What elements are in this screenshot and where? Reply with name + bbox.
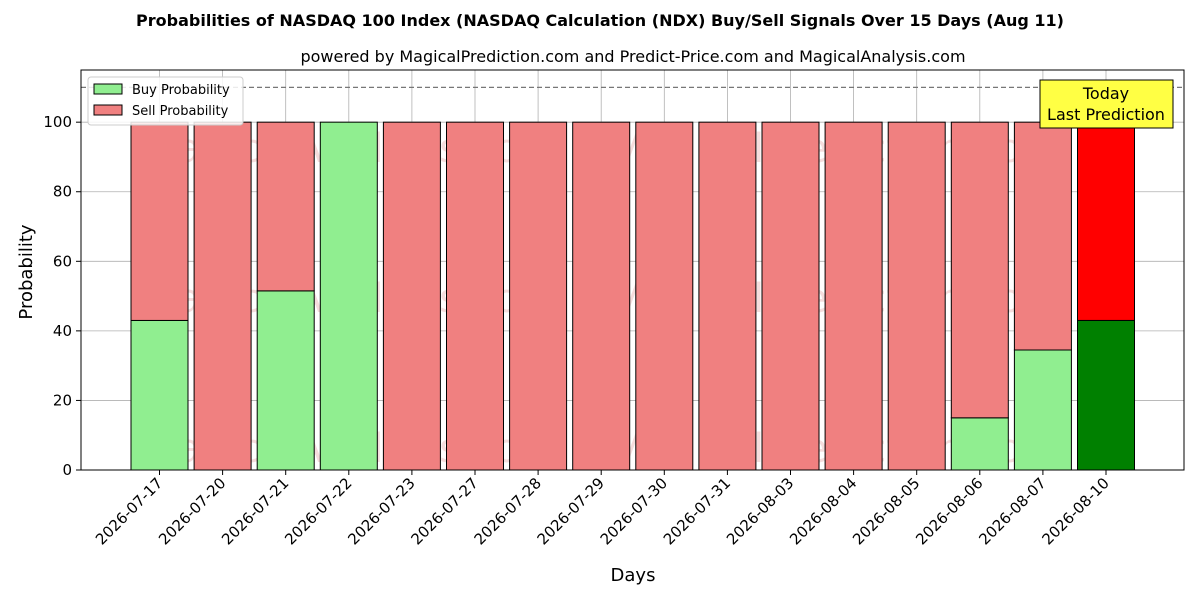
bar-sell-2026-07-27 (446, 121, 504, 471)
y-tick-label: 60 (53, 252, 72, 270)
legend-swatch (93, 83, 123, 95)
annotation-line2: Last Prediction (1047, 105, 1165, 124)
bar-sell-2026-07-17 (130, 121, 189, 321)
bar-sell-2026-07-20 (193, 121, 252, 471)
bar-sell-2026-08-06 (950, 121, 1009, 419)
annotation-line1: Today (1082, 84, 1129, 103)
bar-sell-2026-08-10 (1077, 121, 1135, 321)
y-tick-label: 80 (53, 183, 72, 201)
today-annotation: Today Last Prediction (1039, 79, 1174, 129)
bars (130, 121, 1135, 471)
bar-sell-2026-07-31 (698, 121, 757, 471)
legend-swatch (93, 104, 123, 116)
chart-subtitle: powered by MagicalPrediction.com and Pre… (300, 47, 965, 66)
bar-sell-2026-07-29 (572, 121, 631, 471)
y-tick-label: 20 (53, 391, 72, 409)
y-axis-label: Probability (16, 224, 37, 319)
annotation-box (1039, 79, 1174, 129)
bar-sell-2026-07-28 (509, 121, 568, 471)
bar-sell-2026-08-03 (761, 121, 820, 471)
bar-buy-2026-07-22 (319, 121, 378, 471)
bar-sell-2026-07-30 (635, 121, 694, 471)
chart-title: Probabilities of NASDAQ 100 Index (NASDA… (136, 11, 1064, 30)
legend-label: Buy Probability (132, 83, 230, 98)
plot-frame (80, 69, 1185, 471)
bar-sell-2026-08-07 (1013, 121, 1072, 351)
bar-buy-2026-08-10 (1077, 319, 1135, 471)
y-tick-label: 100 (43, 113, 72, 131)
bar-sell-2026-08-05 (887, 121, 946, 471)
bar-buy-2026-07-21 (256, 290, 315, 471)
bar-sell-2026-07-21 (256, 121, 315, 292)
legend-box (87, 76, 244, 126)
legend-label: Sell Probability (132, 104, 229, 119)
bar-sell-2026-08-04 (824, 121, 883, 471)
bar-buy-2026-08-06 (950, 417, 1009, 471)
y-tick-label: 40 (53, 322, 72, 340)
bar-sell-2026-07-23 (382, 121, 441, 471)
y-tick-label: 0 (62, 461, 72, 479)
bar-buy-2026-07-17 (130, 319, 189, 471)
bar-buy-2026-08-07 (1013, 349, 1072, 471)
x-axis-label: Days (611, 565, 656, 586)
y-axis-ticks: 0 20 40 60 80 100 (43, 113, 81, 479)
legend: Buy Probability Sell Probability (87, 76, 244, 126)
